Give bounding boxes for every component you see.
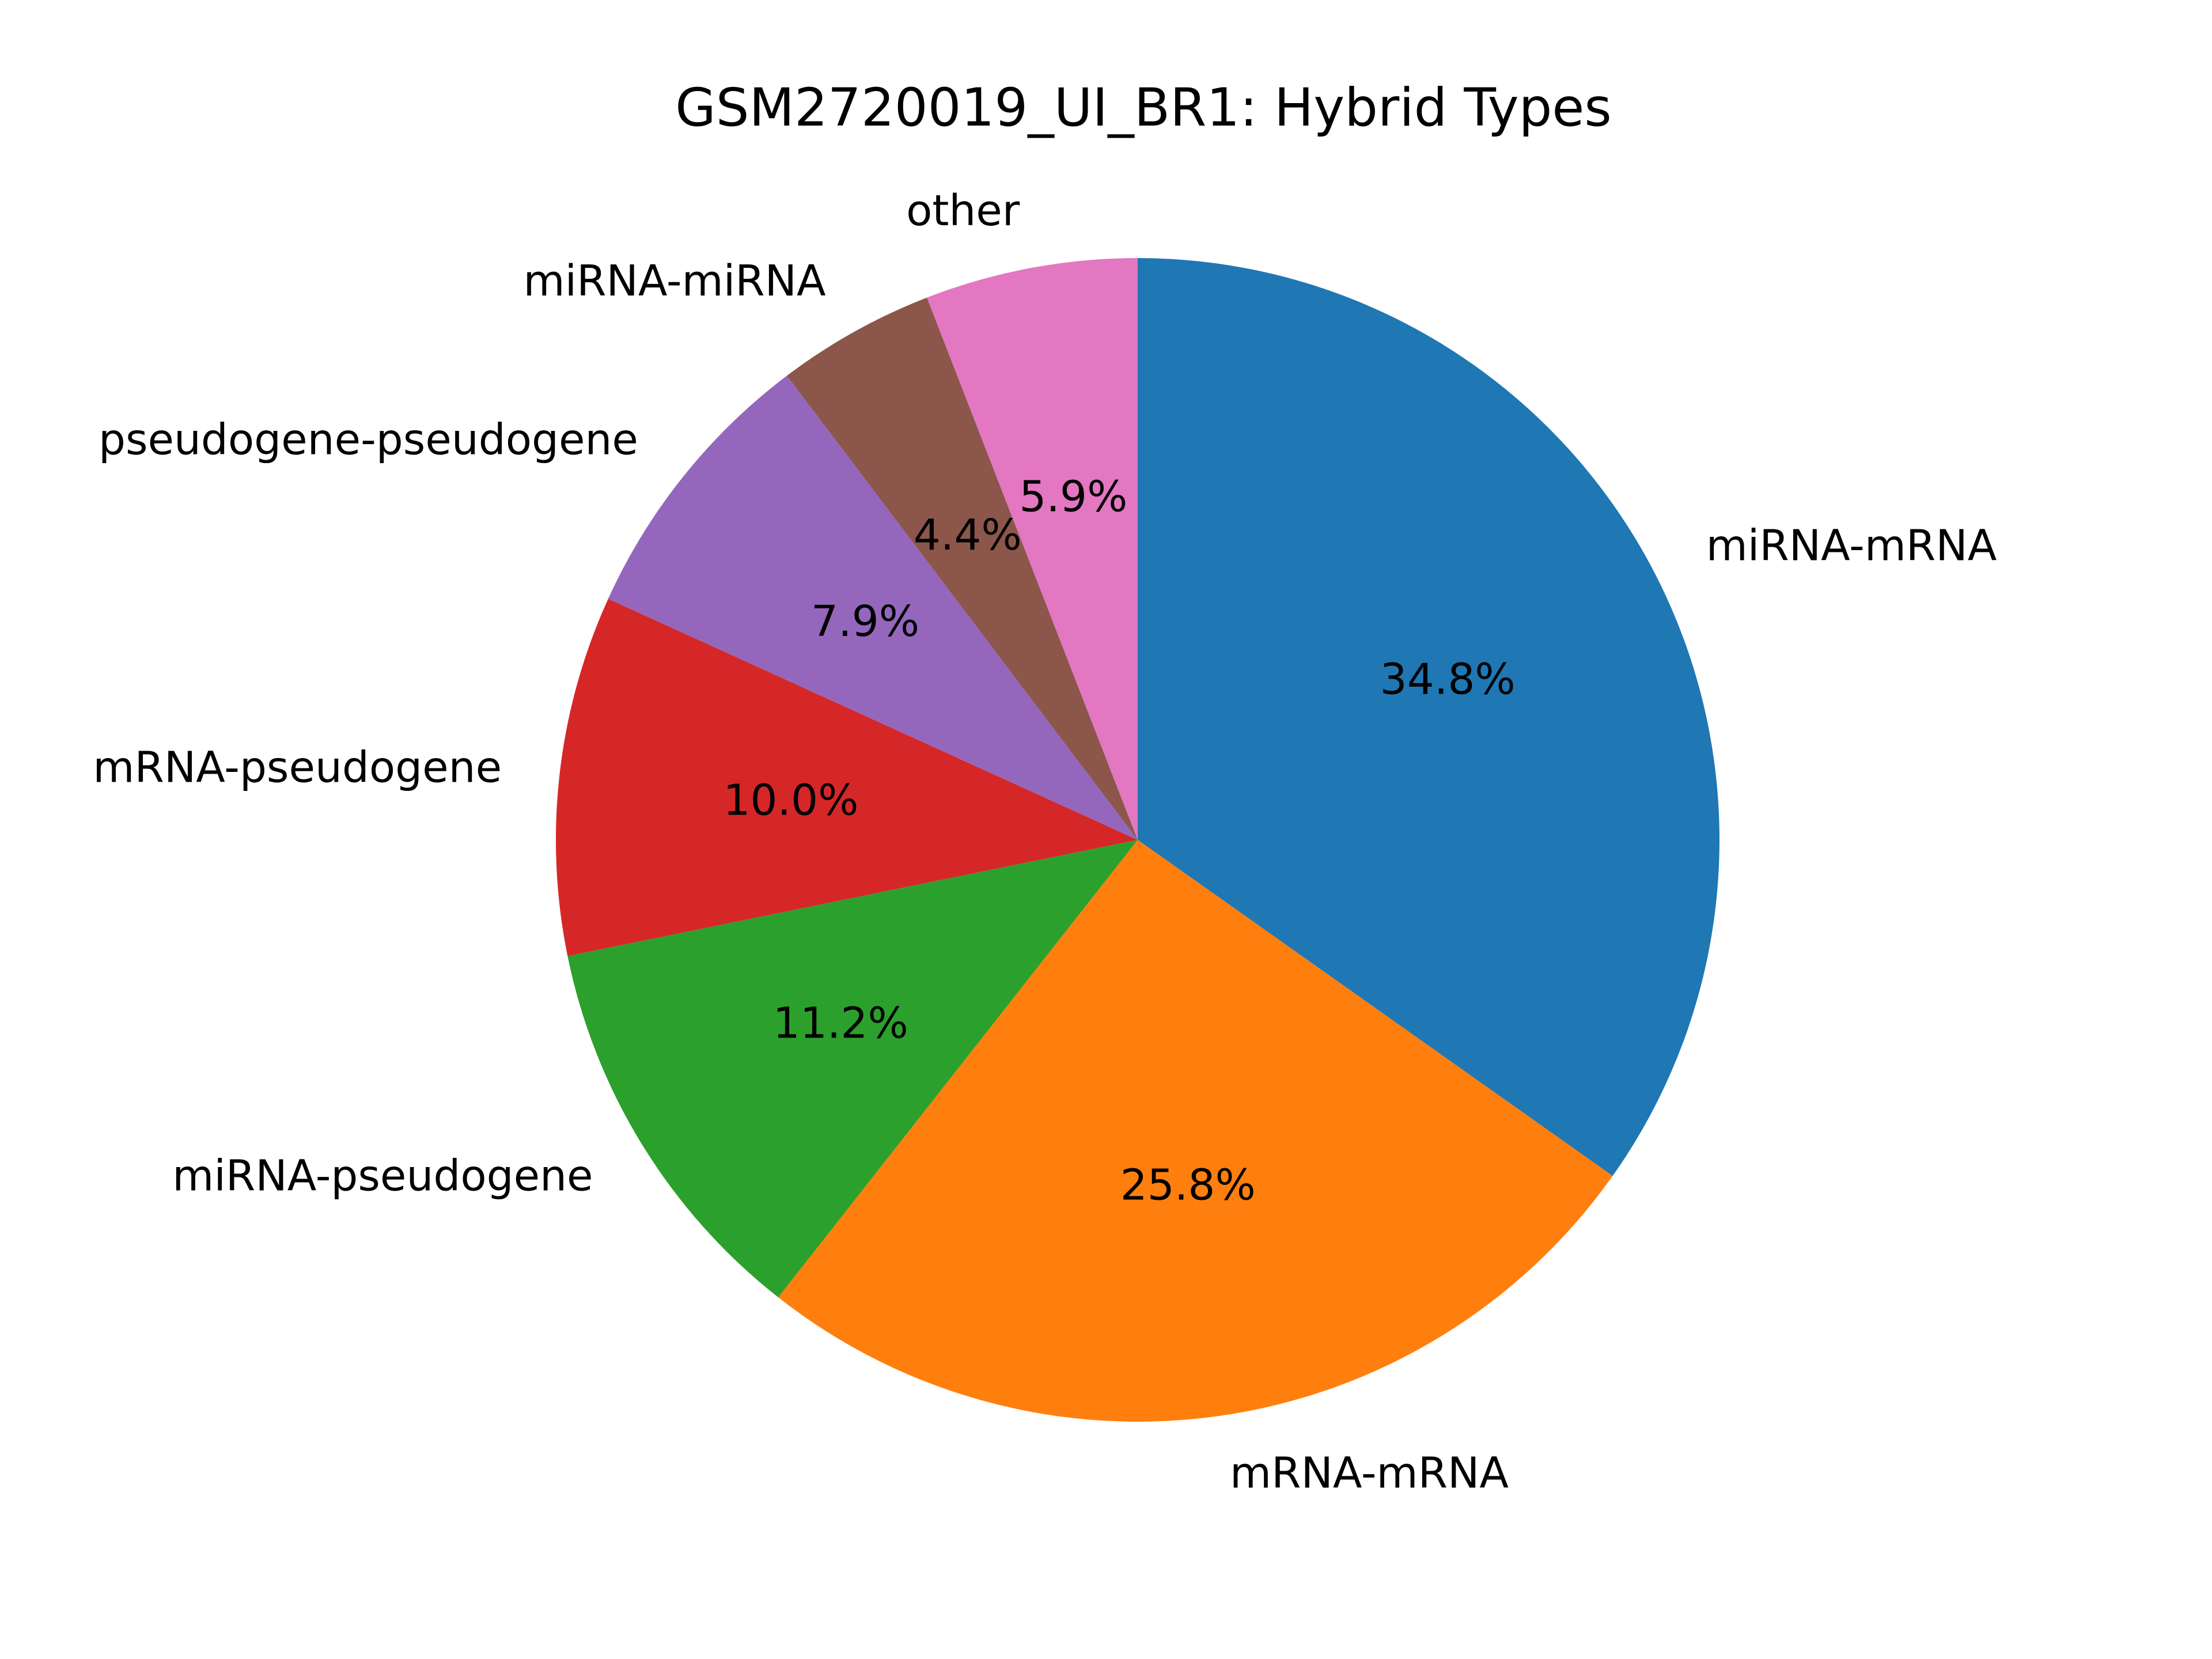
pct-label-mirna-pseudogene: 11.2%	[773, 998, 908, 1048]
category-labels: miRNA-mRNA mRNA-mRNA miRNA-pseudogene mRNA-…	[93, 186, 1997, 1498]
pct-label-pseudogene-pseudogene: 7.9%	[811, 597, 919, 646]
pie-slice-pseudogene-pseudogene	[608, 376, 1138, 840]
category-label-mrna-mrna: mRNA-mRNA	[1230, 1448, 1509, 1498]
pie-slice-mrna-mrna	[778, 840, 1613, 1422]
pct-label-mrna-pseudogene: 10.0%	[723, 776, 858, 825]
pie-slices	[556, 258, 1719, 1422]
pie-slice-mirna-mrna	[1138, 258, 1719, 1176]
pct-label-mirna-mrna: 34.8%	[1380, 654, 1516, 704]
pie-slice-mirna-mirna	[787, 297, 1138, 840]
chart-title: GSM2720019_UI_BR1: Hybrid Types	[675, 78, 1612, 138]
category-label-mirna-mrna: miRNA-mRNA	[1706, 521, 1997, 570]
pct-label-mrna-mrna: 25.8%	[1120, 1161, 1256, 1210]
category-label-mrna-pseudogene: mRNA-pseudogene	[93, 743, 502, 793]
percentage-labels: 34.8% 25.8% 11.2% 10.0% 7.9% 4.4%5.9%	[723, 472, 1515, 1210]
pie-slice-mrna-pseudogene	[556, 599, 1138, 956]
category-label-mirna-pseudogene: miRNA-pseudogene	[172, 1151, 593, 1200]
category-label-other: other	[906, 186, 1020, 236]
category-label-mirna-mirna: miRNA-miRNA	[524, 256, 827, 306]
category-label-pseudogene-pseudogene: pseudogene-pseudogene	[99, 415, 638, 464]
pct-label-other: 5.9%	[1019, 472, 1127, 521]
pie-slice-other	[927, 258, 1138, 840]
pct-label-mirna-mirna: 4.4%	[914, 510, 1022, 560]
pie-slice-mirna-pseudogene	[567, 840, 1138, 1298]
